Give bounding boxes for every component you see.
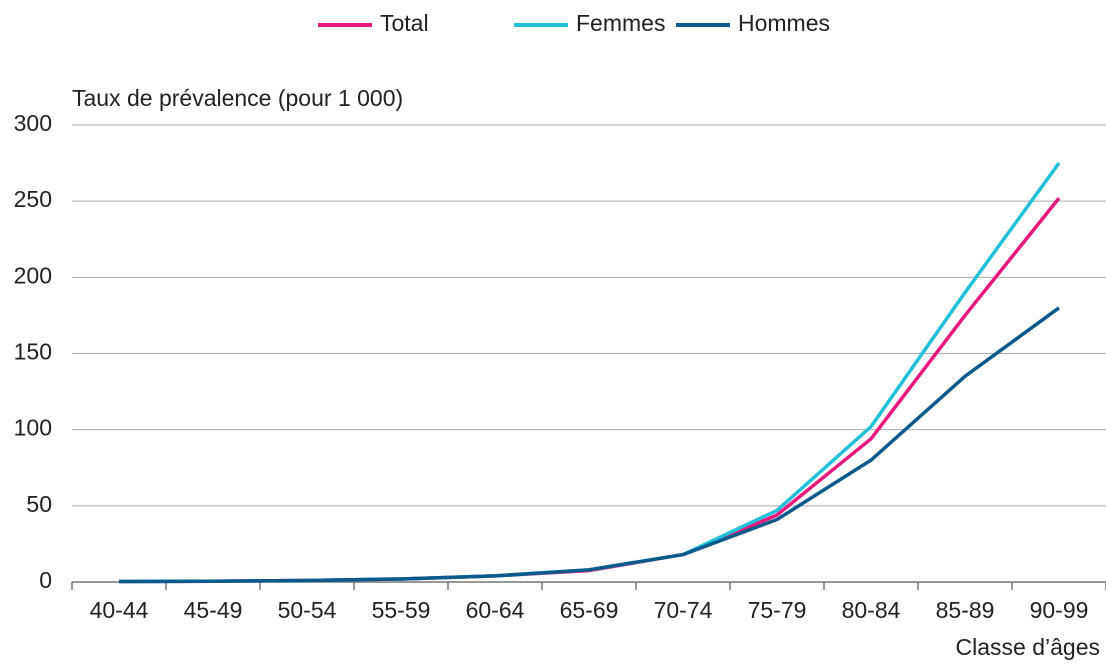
x-tick-label: 65-69 xyxy=(560,597,619,623)
series-line xyxy=(118,306,1061,584)
y-tick-label: 200 xyxy=(14,262,52,288)
legend-label: Total xyxy=(380,10,429,36)
y-tick-label: 0 xyxy=(39,567,52,593)
series-line xyxy=(118,162,1061,584)
series-line xyxy=(118,197,1061,584)
y-tick-label: 250 xyxy=(14,186,52,212)
x-tick-label: 70-74 xyxy=(654,597,713,623)
y-axis-label: Taux de prévalence (pour 1 000) xyxy=(72,85,403,111)
x-tick-label: 75-79 xyxy=(748,597,807,623)
x-tick-label: 90-99 xyxy=(1030,597,1089,623)
x-axis-label: Classe d’âges xyxy=(956,634,1100,660)
x-tick-label: 85-89 xyxy=(936,597,995,623)
x-tick-label: 40-44 xyxy=(90,597,149,623)
legend-label: Hommes xyxy=(738,10,830,36)
legend-label: Femmes xyxy=(576,10,665,36)
y-tick-label: 50 xyxy=(26,491,52,517)
x-tick-label: 50-54 xyxy=(278,597,337,623)
y-tick-label: 100 xyxy=(14,415,52,441)
x-tick-label: 80-84 xyxy=(842,597,901,623)
x-tick-label: 55-59 xyxy=(372,597,431,623)
y-tick-label: 150 xyxy=(14,339,52,365)
x-tick-label: 45-49 xyxy=(184,597,243,623)
y-tick-label: 300 xyxy=(14,110,52,136)
x-tick-label: 60-64 xyxy=(466,597,525,623)
